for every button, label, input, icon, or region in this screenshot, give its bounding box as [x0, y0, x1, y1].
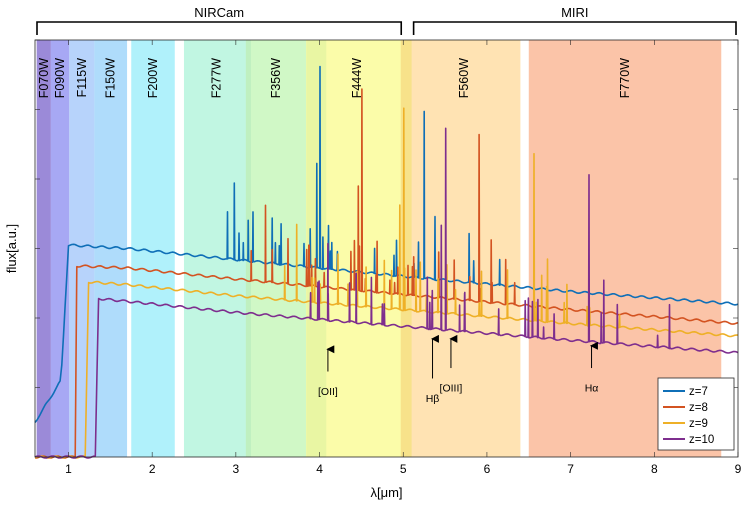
- legend: z=7 z=8 z=9 z=10: [657, 377, 735, 451]
- annotation-label: Hβ: [426, 393, 440, 405]
- series-line-z-9: [34, 107, 739, 459]
- annotation-label: [OII]: [318, 386, 338, 398]
- series-line-z-10: [34, 127, 739, 459]
- line-annotations: [OII] Hβ[OIII] Hα: [318, 334, 599, 405]
- group-label-nircam: NIRCam: [194, 5, 244, 20]
- x-tick-label: 3: [233, 462, 240, 476]
- filter-label-f770w: F770W: [618, 58, 632, 98]
- filter-band-f200w: [131, 40, 175, 457]
- axes: 1 2 3 4 5 6 7 8 9: [34, 39, 742, 476]
- x-tick-label: 5: [400, 462, 407, 476]
- series-line-z-8: [35, 88, 739, 459]
- plot-frame: [34, 39, 739, 458]
- legend-label: z=8: [689, 402, 708, 414]
- x-tick-label: 2: [149, 462, 156, 476]
- group-bracket-nircam: [36, 21, 403, 35]
- filter-band-f090w: [50, 40, 70, 457]
- filter-label-f356w: F356W: [269, 58, 283, 98]
- filter-band-f560w: [407, 40, 521, 457]
- series-lines: [34, 65, 739, 459]
- x-tick-label: 7: [567, 462, 574, 476]
- filter-labels: F070W F090W F115W F150W F200W F277W F356W F444W…: [37, 58, 632, 98]
- filter-label-f115w: F115W: [75, 58, 89, 98]
- filter-overlap-2: [400, 40, 412, 457]
- x-tick-label: 1: [65, 462, 72, 476]
- x-tick-label: 6: [484, 462, 491, 476]
- annotation-label: Hα: [585, 382, 599, 394]
- x-axis-label: λ[μm]: [370, 485, 402, 500]
- y-axis-label: flux[a.u.]: [4, 224, 19, 273]
- instrument-groups: NIRCam MIRI: [36, 5, 737, 35]
- legend-label: z=10: [689, 434, 714, 446]
- group-bracket-miri: [412, 21, 737, 35]
- x-tick-label: 8: [651, 462, 658, 476]
- filter-label-f090w: F090W: [53, 58, 67, 98]
- filter-band-f070w: [36, 40, 51, 457]
- filter-label-f070w: F070W: [37, 58, 51, 98]
- filter-label-f560w: F560W: [457, 58, 471, 98]
- annotation-label: [OIII]: [440, 382, 463, 394]
- legend-label: z=7: [689, 386, 708, 398]
- filter-band-f115w: [69, 40, 95, 457]
- legend-label: z=9: [689, 418, 708, 430]
- filter-label-f277w: F277W: [210, 58, 224, 98]
- filter-bands: [36, 40, 722, 457]
- group-label-miri: MIRI: [561, 5, 588, 20]
- filter-label-f150w: F150W: [104, 58, 118, 98]
- x-tick-label: 9: [735, 462, 742, 476]
- filter-label-f444w: F444W: [350, 58, 364, 98]
- filter-label-f200w: F200W: [146, 58, 160, 98]
- x-tick-label: 4: [316, 462, 323, 476]
